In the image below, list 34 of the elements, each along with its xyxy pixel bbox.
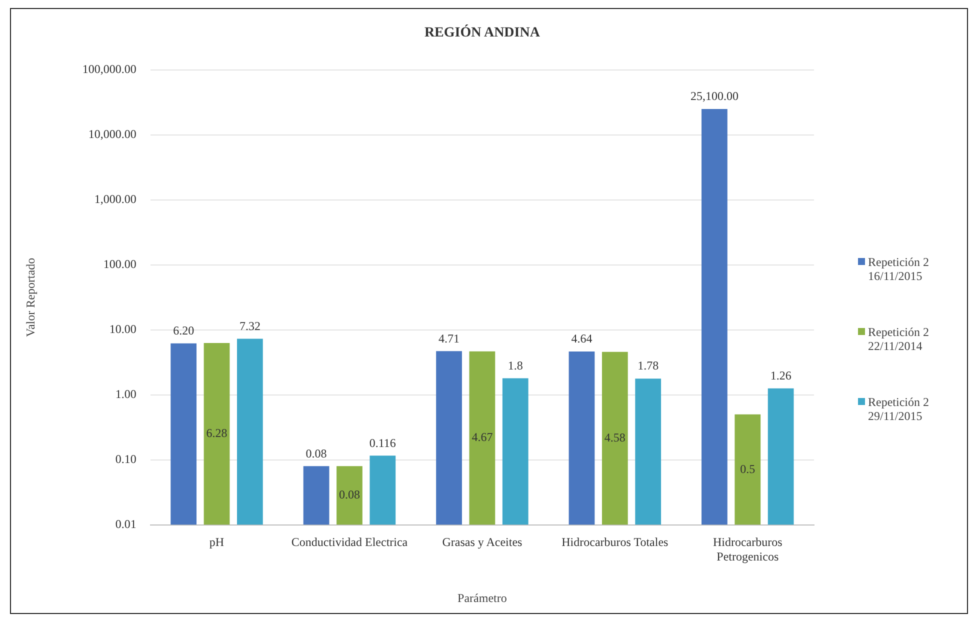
legend-label: Repetición 2 22/11/2014 [867,325,929,353]
x-tick-label: Hidrocarburos Totales [562,535,669,550]
data-label: 4.67 [472,430,493,444]
y-tick-label: 10,000.00 [88,127,136,142]
x-tick-label: Grasas y Aceites [442,535,523,550]
x-tick-label: Conductividad Electrica [291,535,408,550]
data-label: 6.20 [173,324,194,338]
x-axis-title: Parámetro [458,590,507,605]
y-tick-label: 100.00 [103,257,136,272]
data-label: 0.08 [338,488,360,502]
data-label: 0.116 [369,436,396,450]
data-label: 1.8 [508,358,523,372]
y-tick-label: 10.00 [109,322,136,336]
legend-label: Repetición 2 16/11/2015 [867,255,929,283]
y-tick-label: 1,000.00 [94,192,136,206]
y-axis-title: Valor Reportado [23,258,38,337]
legend-label: Repetición 2 29/11/2015 [867,395,929,423]
data-label: 4.58 [604,430,626,445]
data-label: 25,100.00 [690,89,738,104]
y-tick-label: 0.01 [115,516,136,531]
y-tick-label: 1.00 [115,387,136,402]
data-label: 1.26 [770,368,792,382]
y-tick-label: 100,000.00 [82,62,136,76]
data-label: 7.32 [239,318,260,333]
y-tick-label: 0.10 [115,452,136,466]
data-label: 1.78 [638,358,659,373]
data-label: 0.5 [740,462,756,476]
data-label: 4.71 [438,331,460,346]
chart-title: REGIÓN ANDINA [424,24,541,41]
data-label: 6.28 [206,426,228,440]
x-tick-label: Hidrocarburos Petrogenicos [712,535,783,564]
data-label: 4.64 [571,332,592,346]
x-tick-label: pH [209,535,224,550]
data-label: 0.08 [306,446,327,460]
